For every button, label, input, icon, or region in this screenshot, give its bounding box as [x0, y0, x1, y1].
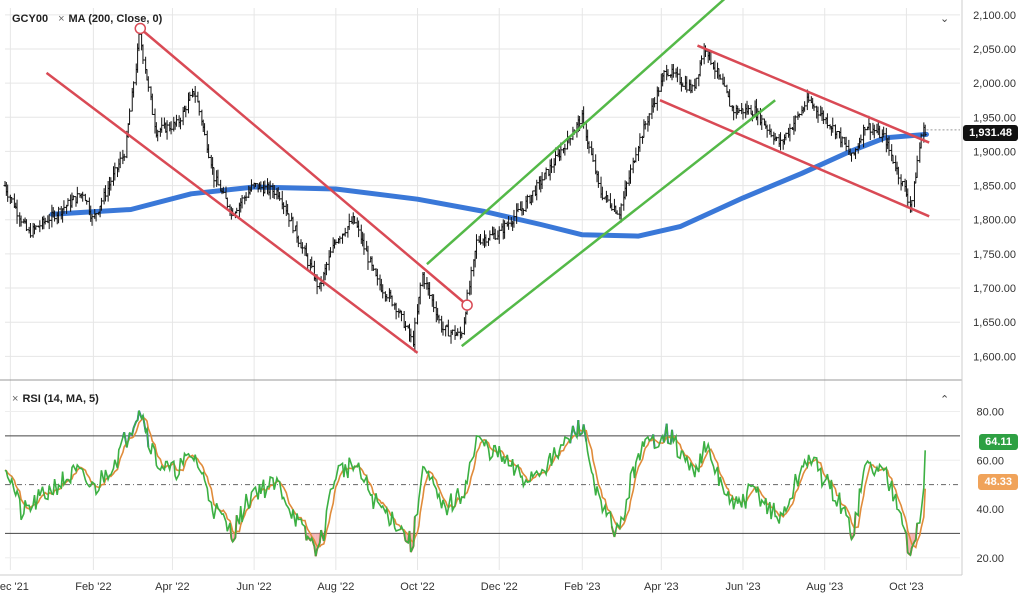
- down-channel-line: [659, 99, 930, 218]
- price-tick-label: 1,700.00: [973, 283, 1016, 295]
- ma-indicator-label[interactable]: MA (200, Close, 0): [68, 13, 163, 25]
- x-tick-label: Apr '23: [644, 581, 679, 593]
- x-tick-label: Aug '23: [806, 581, 843, 593]
- price-tick-label: 1,900.00: [973, 146, 1016, 158]
- rsi-ma-value-badge: 48.33: [978, 474, 1018, 490]
- remove-indicator-icon[interactable]: ×: [58, 13, 65, 25]
- up-channel-line: [460, 99, 776, 348]
- pivot-marker: [461, 299, 473, 311]
- price-bar: [912, 181, 916, 208]
- x-tick-label: Oct '22: [400, 581, 435, 593]
- price-tick-label: 1,750.00: [973, 249, 1016, 261]
- price-tick-label: 1,800.00: [973, 215, 1016, 227]
- price-pane-header: GCY00 × MA (200, Close, 0): [12, 13, 162, 25]
- x-tick-label: Feb '23: [564, 581, 600, 593]
- x-tick-label: Apr '22: [155, 581, 190, 593]
- rsi-indicator-label[interactable]: RSI (14, MA, 5): [22, 393, 99, 405]
- x-tick-label: Dec '22: [481, 581, 518, 593]
- price-tick-label: 1,850.00: [973, 181, 1016, 193]
- chevron-down-icon[interactable]: ⌄: [940, 13, 950, 25]
- price-bar: [634, 147, 638, 163]
- price-bar: [197, 100, 201, 116]
- down-channel-line: [139, 27, 468, 307]
- price-bar: [444, 325, 448, 337]
- trend-channels: [45, 0, 960, 354]
- pivot-marker: [134, 22, 147, 35]
- down-channel-line: [696, 44, 930, 144]
- pane-separators: [0, 0, 963, 576]
- symbol-label[interactable]: GCY00: [12, 13, 49, 25]
- price-bar: [193, 85, 197, 103]
- price-bar: [488, 230, 492, 241]
- ma200-path: [49, 131, 929, 239]
- price-bar: [85, 199, 89, 205]
- rsi-line: [4, 410, 926, 557]
- x-tick-label: Aug '22: [317, 581, 354, 593]
- x-tick-label: Jun '22: [237, 581, 272, 593]
- rsi-tick-label: 80.00: [976, 407, 1004, 419]
- last-price-badge: 1,931.48: [963, 125, 1018, 141]
- chevron-up-icon[interactable]: ⌃: [940, 394, 950, 406]
- remove-rsi-icon[interactable]: ×: [12, 393, 19, 405]
- up-channel-line: [426, 0, 726, 266]
- price-tick-label: 2,100.00: [973, 10, 1016, 22]
- price-bar: [128, 108, 132, 125]
- price-bar: [923, 124, 927, 137]
- price-bar: [235, 207, 239, 214]
- price-tick-label: 1,650.00: [973, 317, 1016, 329]
- price-tick-label: 2,050.00: [973, 44, 1016, 56]
- price-bar: [287, 213, 291, 227]
- price-bar: [306, 253, 310, 270]
- price-tick-label: 2,000.00: [973, 78, 1016, 90]
- x-tick-label: Feb '22: [75, 581, 111, 593]
- price-bar: [83, 193, 87, 202]
- price-bar: [765, 124, 769, 138]
- rsi-pane-header: × RSI (14, MA, 5): [12, 393, 99, 405]
- rsi-pane: [4, 410, 926, 557]
- price-bar: [137, 32, 141, 52]
- chart-grid: [5, 8, 960, 570]
- rsi-tick-label: 40.00: [976, 504, 1004, 516]
- x-tick-label: Oct '23: [889, 581, 924, 593]
- x-tick-label: Dec '21: [0, 581, 29, 593]
- price-tick-label: 1,600.00: [973, 351, 1016, 363]
- rsi-tick-label: 20.00: [976, 553, 1004, 565]
- rsi-tick-label: 60.00: [976, 455, 1004, 467]
- rsi-value-badge: 64.11: [979, 434, 1018, 450]
- price-bar: [631, 157, 635, 174]
- price-tick-label: 1,950.00: [973, 112, 1016, 124]
- down-channel-line: [45, 71, 419, 354]
- price-bars: [3, 26, 927, 353]
- price-bar: [28, 223, 32, 238]
- price-bar: [150, 93, 154, 115]
- x-tick-label: Jun '23: [725, 581, 760, 593]
- axis-labels: Dec '21 Feb '22 Apr '22 Jun '22 Aug '22 Oct '…: [0, 10, 1016, 593]
- ma200-line: [49, 131, 929, 239]
